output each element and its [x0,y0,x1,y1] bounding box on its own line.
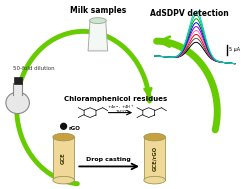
Polygon shape [88,20,108,51]
Text: +4e$^-$, +4H$^+$: +4e$^-$, +4H$^+$ [107,103,134,111]
Text: Drop casting: Drop casting [86,156,131,162]
FancyBboxPatch shape [14,77,21,84]
Text: -2H$_2$O: -2H$_2$O [114,109,127,116]
Ellipse shape [6,92,29,114]
Text: rGO: rGO [68,126,80,131]
Polygon shape [61,123,67,129]
Text: 5 μA: 5 μA [229,47,240,53]
FancyBboxPatch shape [53,137,74,180]
Text: Chloramphenicol residues: Chloramphenicol residues [64,96,167,102]
Ellipse shape [53,176,74,184]
FancyBboxPatch shape [144,137,165,180]
FancyBboxPatch shape [13,83,22,105]
Text: GCE/rGO: GCE/rGO [152,146,157,171]
Text: Milk samples: Milk samples [70,6,126,15]
Ellipse shape [144,176,165,184]
Polygon shape [89,22,107,49]
Text: GCE: GCE [61,153,66,164]
Text: 50-fold dilution: 50-fold dilution [13,66,55,71]
Text: AdSDPV detection: AdSDPV detection [149,9,228,18]
Ellipse shape [90,18,106,24]
Ellipse shape [144,133,165,141]
Ellipse shape [53,133,74,141]
